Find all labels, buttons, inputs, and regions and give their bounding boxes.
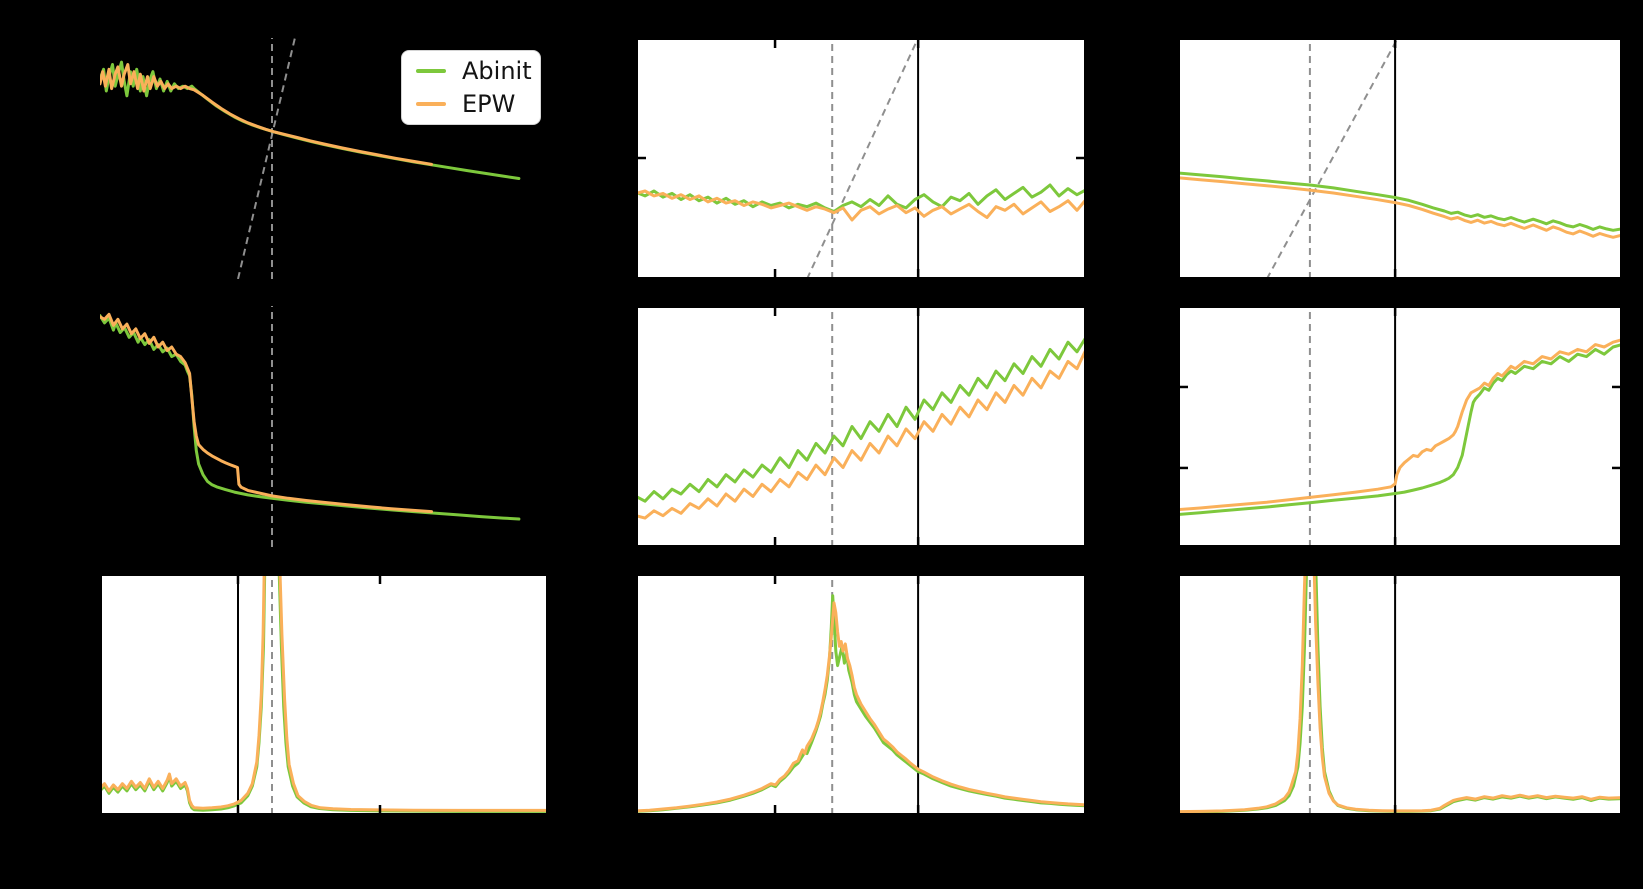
plot-background: [1178, 574, 1622, 815]
subplot-r2c3: [1178, 306, 1622, 547]
legend-item-abinit: Abinit: [416, 59, 532, 83]
legend-line-epw: [416, 102, 446, 106]
subplot-r2c1: [100, 306, 521, 547]
plot-background: [636, 574, 1086, 815]
series-line-abinit: [100, 314, 521, 521]
series-line-abinit: [1178, 343, 1622, 516]
plot-frame: [636, 38, 1086, 279]
plot-background: [1178, 38, 1622, 279]
plot-background: [100, 574, 548, 815]
subplot-r1c1: [100, 38, 521, 279]
legend-line-abinit: [416, 69, 446, 73]
series-line-epw: [636, 601, 1086, 813]
legend: Abinit EPW: [401, 50, 541, 125]
series-line-epw: [100, 312, 433, 514]
subplot-r1c3: [1178, 38, 1622, 279]
series-line-epw: [100, 574, 548, 812]
plot-frame: [636, 574, 1086, 815]
plot-background: [636, 38, 1086, 279]
plot-frame: [1178, 574, 1622, 815]
dashed-diagonal: [237, 38, 296, 279]
plot-background: [636, 306, 1086, 547]
dashed-diagonal: [806, 38, 920, 279]
plot-background: [1178, 306, 1622, 547]
series-line-epw: [1178, 574, 1622, 814]
subplot-r2c2: [636, 306, 1086, 547]
legend-label-abinit: Abinit: [462, 57, 532, 85]
subplot-r1c2: [636, 38, 1086, 279]
plot-frame: [1178, 306, 1622, 547]
plot-frame: [636, 306, 1086, 547]
plot-frame: [1178, 38, 1622, 279]
series-line-epw: [1178, 338, 1622, 512]
legend-label-epw: EPW: [462, 90, 516, 118]
series-line-epw: [636, 347, 1086, 520]
series-line-epw: [636, 189, 1086, 222]
series-line-abinit: [636, 335, 1086, 503]
legend-item-epw: EPW: [416, 92, 526, 116]
subplot-r3c2: [636, 574, 1086, 815]
subplot-r3c1: [100, 574, 548, 815]
series-line-abinit: [1178, 171, 1622, 232]
series-line-epw: [100, 63, 433, 166]
dashed-diagonal: [1265, 38, 1399, 279]
series-line-epw: [1178, 176, 1622, 239]
subplot-r3c3: [1178, 574, 1622, 815]
plot-frame: [100, 574, 548, 815]
